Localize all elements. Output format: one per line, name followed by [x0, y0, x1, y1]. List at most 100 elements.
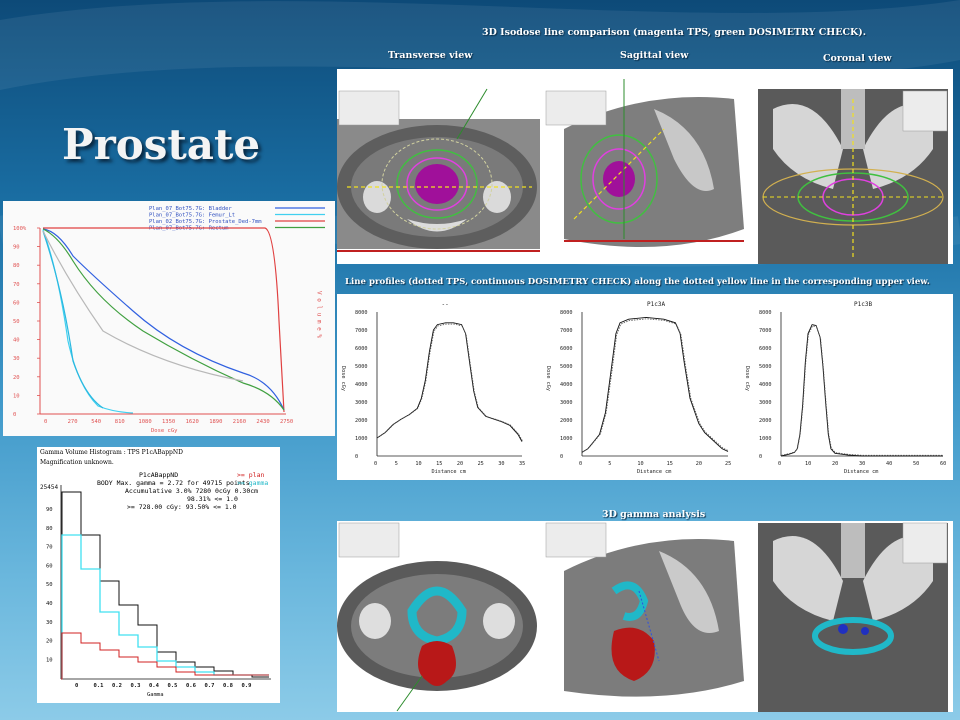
profile-y-tick-label: 6000	[355, 346, 368, 352]
profile-y-tick-label: 1000	[759, 436, 772, 442]
dvh-y-tick-label: 10	[13, 393, 20, 399]
dvh-x-tick-label: 540	[91, 419, 101, 425]
profile-x-tick-label: 10	[415, 461, 421, 467]
transverse-isodose-image	[337, 69, 540, 264]
dvh-y-tick-label: 90	[13, 245, 20, 251]
gamma-y-tick-label: 60	[46, 563, 53, 569]
dvh-y-tick-label: 50	[13, 319, 20, 325]
profile-y-axis-label: Dose cGy	[545, 366, 551, 391]
dvh-x-tick-label: 2160	[233, 419, 246, 425]
gamma-caption: 3D gamma analysis	[602, 509, 706, 520]
dvh-legend-label: Plan_07_Bot75.7G: Femur_Lt	[149, 213, 235, 219]
dvh-x-axis-label: Dose cGy	[151, 428, 178, 434]
profile-x-axis-label: Distance cm	[432, 469, 466, 475]
dvh-x-tick-label: 2430	[256, 419, 269, 425]
dvh-curve	[42, 228, 285, 411]
gamma-histogram-sub: Magnification unknown.	[40, 459, 114, 466]
profile-x-axis-label: Distance cm	[844, 469, 878, 475]
profile-y-tick-label: 7000	[560, 328, 573, 334]
gamma-line4: >= 728.00 cGy: 93.50% <= 1.0	[127, 503, 237, 511]
dvh-curve	[42, 230, 244, 382]
profile-x-tick-label: 25	[725, 461, 731, 467]
gamma-y-tick-label: 10	[46, 657, 53, 663]
profile-y-tick-label: 8000	[560, 310, 573, 316]
gamma-line1-tag: >= gamma	[237, 479, 269, 487]
profile-x-tick-label: 30	[859, 461, 865, 467]
dvh-legend-label: Plan_07_Bot75.7G: Bladder	[149, 206, 232, 212]
gamma-x-tick-label: 0.4	[149, 683, 160, 689]
profile-y-tick-label: 8000	[759, 310, 772, 316]
dvh-curve	[43, 227, 285, 413]
dvh-legend-label: Plan_02_Bot75.7G: Prostate_Ded-7mm	[149, 219, 262, 225]
dvh-y-tick-label: 30	[13, 356, 20, 362]
dvh-curve	[42, 228, 285, 411]
gamma-x-tick-label: 0.9	[242, 683, 252, 689]
gamma-x-tick-label: 0.7	[205, 683, 215, 689]
dvh-x-tick-label: 1890	[209, 419, 222, 425]
gamma-count-label: 25454	[40, 484, 58, 491]
dvh-right-label: V o l u m e %	[316, 291, 323, 338]
dvh-y-tick-label: 40	[13, 338, 20, 344]
profile-y-tick-label: 2000	[560, 418, 573, 424]
isodose-images-row	[337, 69, 953, 264]
profile-y-tick-label: 2000	[355, 418, 368, 424]
profile-y-tick-label: 1000	[560, 436, 573, 442]
profile-tps-line	[582, 318, 730, 453]
gamma-x-tick-label: 0.1	[94, 683, 105, 689]
profile-y-tick-label: 5000	[560, 364, 573, 370]
profile-chart: P1c3B 8000 7000 6000 5000 4000 3000 2000 1000 0 0 1…	[744, 301, 946, 475]
profile-y-tick-label: 4000	[560, 382, 573, 388]
profile-x-tick-label: 10	[637, 461, 643, 467]
profile-x-tick-label: 5	[608, 461, 611, 467]
slide-title: Prostate	[62, 120, 261, 169]
profile-x-tick-label: 10	[805, 461, 811, 467]
profile-y-tick-label: 4000	[355, 382, 368, 388]
profile-x-axis-label: Distance cm	[637, 469, 671, 475]
dvh-y-tick-label: 0	[13, 412, 16, 418]
gamma-histogram-header: Gamma Volume Histogram : TPS P1cABappND	[40, 449, 183, 456]
profile-y-tick-label: 6000	[560, 346, 573, 352]
dvh-chart: Plan_07_Bot75.7G: BladderPlan_07_Bot75.7…	[3, 201, 335, 436]
gamma-histogram-plan-line	[61, 491, 269, 680]
gamma-x-tick-label: 0.8	[223, 683, 233, 689]
profile-title: --	[442, 301, 449, 308]
profile-x-tick-label: 15	[667, 461, 673, 467]
profile-measured-line	[581, 316, 729, 453]
line-profiles-panel: -- 8000 7000 6000 5000 4000 3000 2000 1000 0 0 5 10 1…	[337, 294, 953, 480]
gamma-y-tick-label: 40	[46, 601, 53, 607]
profile-y-tick-label: 6000	[759, 346, 772, 352]
profile-x-tick-label: 50	[913, 461, 919, 467]
gamma-histogram-fail-line	[61, 632, 269, 680]
profile-measured-line	[780, 324, 943, 457]
profile-chart: -- 8000 7000 6000 5000 4000 3000 2000 1000 0 0 5 10 1…	[340, 301, 525, 475]
dvh-y-tick-label: 80	[13, 263, 20, 269]
profile-x-tick-label: 20	[696, 461, 702, 467]
profile-title: P1c3B	[854, 301, 872, 308]
gamma-plan-name: P1cABappND	[139, 471, 179, 479]
profile-y-tick-label: 5000	[759, 364, 772, 370]
profile-y-tick-label: 3000	[759, 400, 772, 406]
profile-x-tick-label: 20	[457, 461, 463, 467]
gamma-histogram-chart: 25454 90 80 70 60 50 40 30 20 10 0 0.1 0.2 0.3 0.4 0.5 0…	[40, 484, 271, 698]
gamma-line2: Accumulative 3.0% 7280 0cGy 0.30cm	[125, 487, 259, 495]
sagittal-isodose-image	[544, 69, 744, 264]
profile-x-tick-label: 0	[778, 461, 781, 467]
coronal-caption: Coronal view	[823, 53, 892, 64]
profile-x-tick-label: 25	[478, 461, 484, 467]
profile-x-tick-label: 30	[498, 461, 504, 467]
gamma-x-tick-label: 0.6	[186, 683, 197, 689]
gamma-plan-tag: >= plan	[237, 471, 265, 479]
profile-y-tick-label: 1000	[355, 436, 368, 442]
profile-tps-line	[781, 325, 944, 456]
gamma-x-axis-label: Gamma	[147, 692, 164, 698]
profile-y-tick-label: 3000	[560, 400, 573, 406]
gamma-x-tick-label: 0	[75, 683, 78, 689]
profile-x-tick-label: 60	[940, 461, 946, 467]
dvh-y-tick-label: 70	[13, 282, 20, 288]
transverse-gamma-image	[337, 521, 540, 712]
gamma-y-tick-label: 50	[46, 582, 53, 588]
profile-y-axis-label: Dose cGy	[340, 366, 346, 391]
dvh-y-tick-label: 100%	[13, 226, 27, 232]
gamma-x-tick-label: 0.2	[112, 683, 122, 689]
